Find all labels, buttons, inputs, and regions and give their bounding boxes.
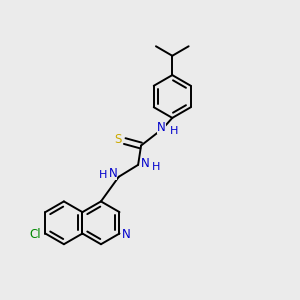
Text: Cl: Cl: [29, 228, 41, 241]
Text: N: N: [122, 228, 131, 241]
Text: N: N: [141, 157, 150, 170]
Text: N: N: [109, 167, 117, 180]
Text: N: N: [157, 121, 166, 134]
Text: H: H: [99, 170, 107, 180]
Text: H: H: [170, 126, 178, 136]
Text: S: S: [115, 133, 122, 146]
Text: H: H: [152, 162, 160, 172]
